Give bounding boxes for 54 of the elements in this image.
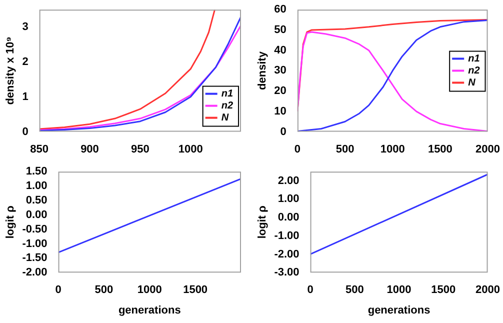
x-tick-label: 2000 [476,284,500,296]
y-axis-title: logit ρ [256,205,269,239]
y-tick-label: -2.00 [22,266,48,279]
legend-label: N [468,77,476,88]
y-tick-label: 0 [22,126,28,138]
x-tick-label: 0 [307,284,314,296]
y-tick-label: 60 [274,4,286,16]
y-tick-label: 2 [22,56,28,68]
y-tick-label: 0.50 [26,194,48,206]
x-tick-label: 900 [80,143,99,156]
legend-label: n1 [468,53,480,64]
y-tick-label: 3 [22,21,28,34]
y-tick-label: 40 [274,44,286,56]
y-tick-label: 30 [274,64,286,77]
x-axis-title: generations [368,304,430,316]
x-tick-label: 1000 [386,284,412,296]
x-tick-label: 950 [130,143,150,156]
x-tick-label: 2000 [476,143,500,156]
y-tick-label: 20 [274,85,286,98]
x-tick-label: 850 [30,143,48,156]
x-tick-label: 1500 [428,143,452,156]
x-tick-label: 1500 [183,284,208,296]
y-tick-label: -1.00 [274,230,300,242]
x-tick-label: 1500 [431,284,456,296]
legend-label: n1 [221,88,234,100]
x-tick-label: 1000 [178,143,203,156]
x-tick-label: 500 [94,284,114,296]
legend-label: N [221,112,230,124]
y-tick-label: -3.00 [274,266,300,279]
x-tick-label: 500 [336,143,354,156]
x-tick-label: 0 [55,284,62,296]
x-axis-title: generations [118,304,181,316]
x-tick-label: 1000 [137,284,162,296]
y-tick-label: 1.00 [26,180,48,192]
y-axis-title: density [256,50,269,90]
y-axis-title: logit ρ [4,205,17,239]
y-tick-label: 2.00 [278,174,300,187]
x-tick-label: 500 [345,284,364,296]
y-tick-label: 0.00 [26,208,48,221]
y-tick-label: 0 [280,126,286,138]
x-tick-label: 1000 [380,143,405,156]
y-tick-label: 50 [274,24,286,36]
y-tick-label: 10 [274,105,286,118]
y-tick-label: 1 [22,90,28,103]
y-tick-label: 0.00 [278,212,300,224]
y-tick-label: -1.00 [22,238,48,250]
y-tick-label: -0.50 [22,223,48,236]
y-tick-label: 1.00 [278,193,300,206]
y-axis-title: density x 10⁹ [4,36,17,105]
legend-label: n2 [221,100,234,112]
y-tick-label: -1.50 [22,252,48,264]
y-tick-label: -2.00 [274,248,300,260]
legend-label: n2 [468,65,480,76]
y-tick-label: 1.50 [26,166,48,178]
